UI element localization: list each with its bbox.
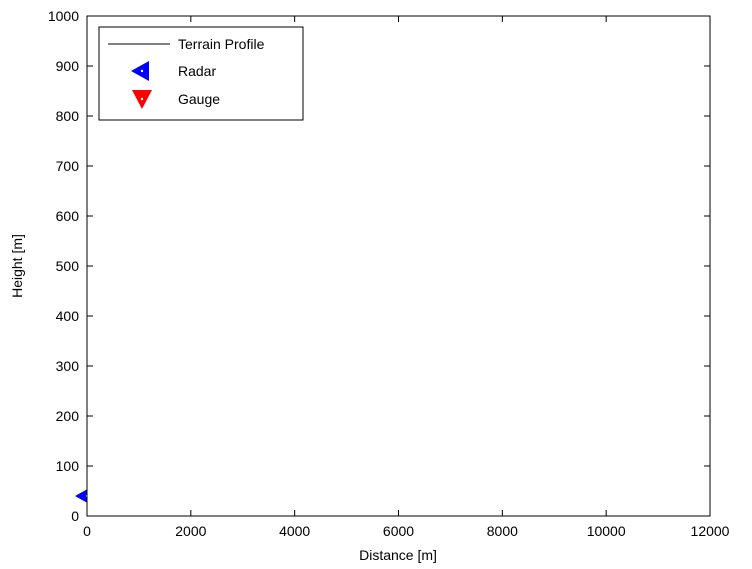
legend-label: Radar (178, 63, 216, 79)
y-tick-label: 300 (56, 358, 80, 374)
y-tick-label: 400 (56, 308, 80, 324)
x-tick-label: 6000 (383, 523, 414, 539)
y-tick-label: 600 (56, 208, 80, 224)
legend-box (98, 26, 304, 121)
x-tick-label: 4000 (279, 523, 310, 539)
x-axis-label: Distance [m] (359, 547, 437, 563)
y-tick-label: 900 (56, 58, 80, 74)
y-tick-label: 500 (56, 258, 80, 274)
x-tick-label: 12000 (691, 523, 730, 539)
marker-center-dot (140, 97, 144, 101)
marker-center-dot (140, 69, 144, 73)
x-tick-label: 10000 (587, 523, 626, 539)
axes: 0 2000 4000 6000 8000 10000 12000 0 100 200 300 400… (48, 8, 730, 539)
x-tick-label: 0 (83, 523, 91, 539)
y-tick-label: 700 (56, 158, 80, 174)
y-axis-label: Height [m] (9, 234, 25, 298)
legend: Terrain Profile Radar Gauge (98, 26, 304, 121)
legend-label: Terrain Profile (178, 36, 265, 52)
legend-radar-symbol (131, 61, 149, 81)
y-tick-label: 800 (56, 108, 80, 124)
y-tick-label: 100 (56, 458, 80, 474)
y-tick-label: 200 (56, 408, 80, 424)
x-tick-label: 8000 (487, 523, 518, 539)
legend-label: Gauge (178, 91, 220, 107)
y-tick-label: 1000 (48, 8, 79, 24)
x-tick-label: 2000 (175, 523, 206, 539)
y-tick-label: 0 (71, 508, 79, 524)
